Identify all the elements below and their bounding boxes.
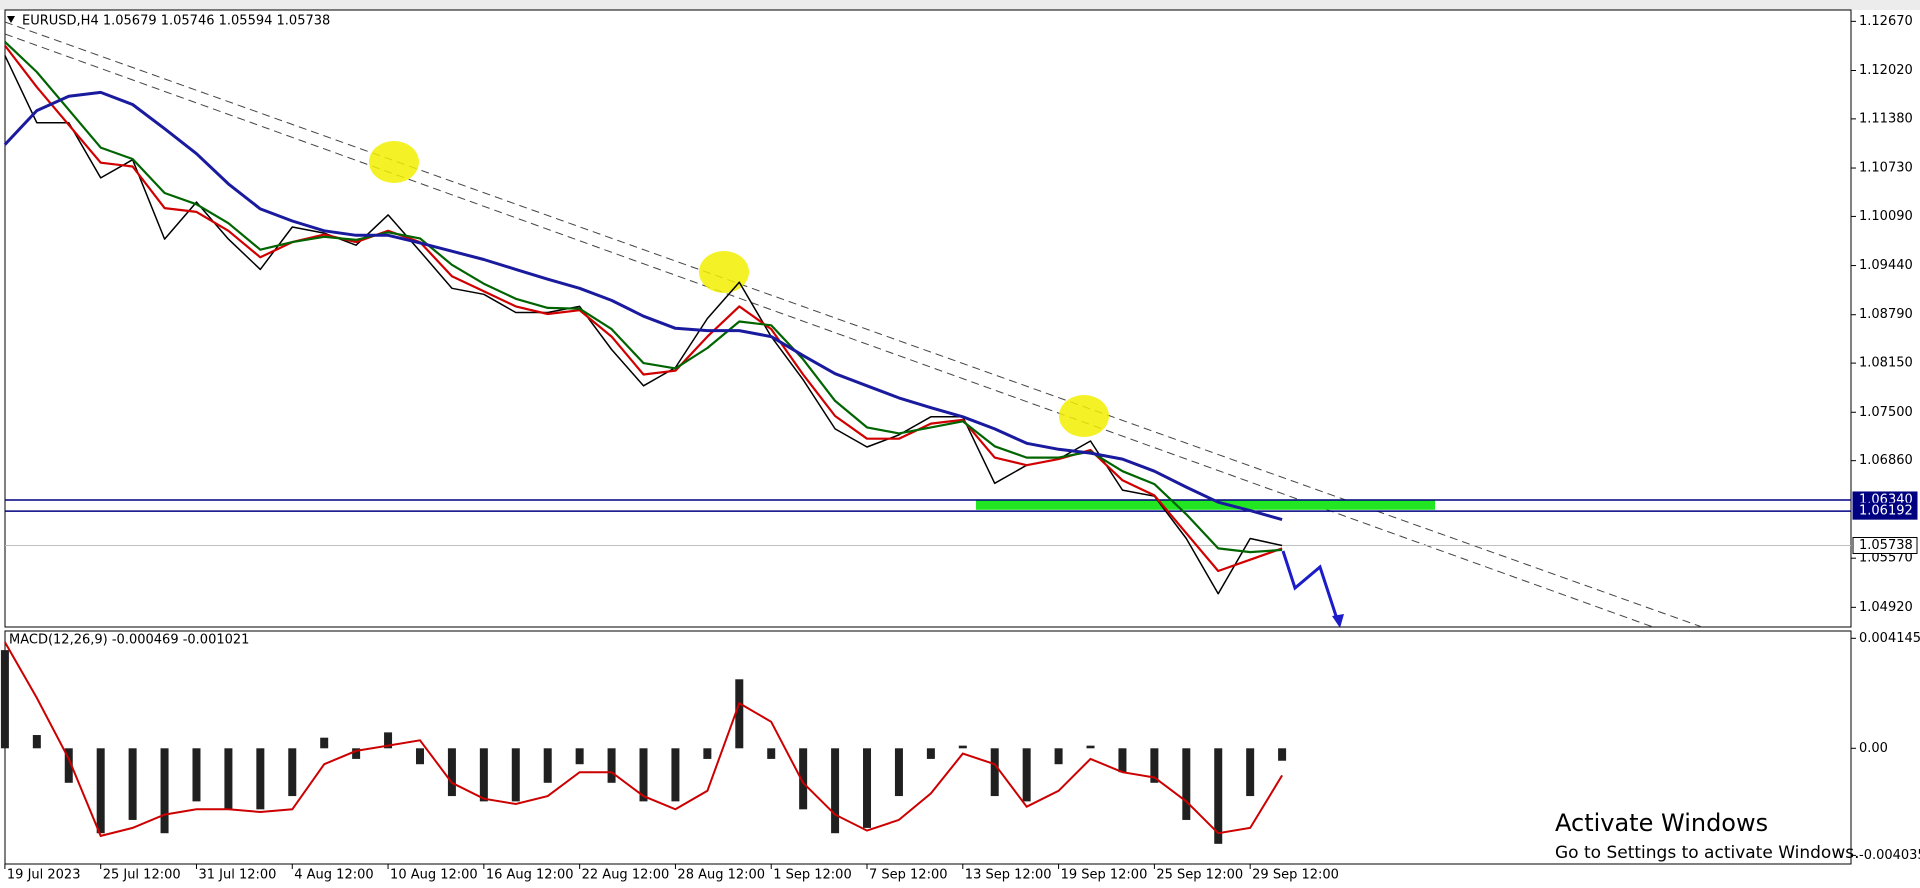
histogram-bar <box>224 748 233 810</box>
price-label-box <box>1852 536 1918 554</box>
histogram-bar <box>447 748 456 797</box>
histogram-bar <box>320 737 329 749</box>
histogram-bar <box>799 748 808 810</box>
histogram-bar <box>1182 748 1191 820</box>
y-tick-label: 1.04920 <box>1859 600 1913 615</box>
watermark-title: Activate Windows <box>1555 809 1768 837</box>
histogram-bar <box>639 748 648 802</box>
highlight <box>699 251 749 293</box>
x-tick-label: 1 Sep 12:00 <box>773 868 852 883</box>
y-tick-label: 1.12670 <box>1859 14 1913 29</box>
histogram-bar <box>96 748 105 834</box>
menu-arrow <box>7 16 15 23</box>
x-tick-label: 10 Aug 12:00 <box>390 868 478 883</box>
y-tick-label: 1.10090 <box>1859 209 1913 224</box>
histogram-bar <box>1054 748 1063 765</box>
trend-line <box>4 21 1703 628</box>
price-label-box <box>1852 502 1918 520</box>
histogram-bar <box>926 748 935 759</box>
y-tick-label: -0.004035 <box>1859 848 1920 863</box>
chart-title: EURUSD,H4 1.05679 1.05746 1.05594 1.0573… <box>22 14 330 29</box>
histogram-bar <box>256 748 265 810</box>
y-tick-label: 1.12020 <box>1859 63 1913 78</box>
histogram-bar <box>703 748 712 759</box>
macd-pane <box>4 630 1852 865</box>
macd-title: MACD(12,26,9) -0.000469 -0.001021 <box>9 633 249 648</box>
y-tick-label: 1.08790 <box>1859 307 1913 322</box>
histogram-bar <box>415 748 424 765</box>
forecast-arrowhead <box>1332 614 1344 628</box>
highlight <box>1059 395 1109 437</box>
histogram-bar <box>384 732 393 749</box>
histogram-bar <box>288 748 297 797</box>
y-tick-label: 1.05570 <box>1859 551 1913 566</box>
x-tick-label: 4 Aug 12:00 <box>294 868 373 883</box>
histogram-bar <box>990 748 999 797</box>
y-tick-label: 0.00 <box>1859 741 1888 756</box>
price-line <box>4 41 1283 554</box>
histogram-bar <box>1022 748 1031 802</box>
histogram-bar <box>958 745 967 749</box>
histogram-bar <box>1086 745 1095 749</box>
histogram-bar <box>831 748 840 834</box>
histogram-bar <box>575 748 584 765</box>
y-tick-label: 1.07500 <box>1859 405 1913 420</box>
y-tick-label: 1.08150 <box>1859 356 1913 371</box>
price-label: 1.06192 <box>1859 504 1913 519</box>
drawings <box>4 21 1703 628</box>
histogram-bar <box>735 679 744 749</box>
histogram-bar <box>160 748 169 834</box>
x-tick-label: 25 Jul 12:00 <box>103 868 181 883</box>
histogram-bar <box>1118 748 1127 773</box>
histogram-bar <box>1278 748 1287 761</box>
histogram-bar <box>607 748 616 783</box>
highlight <box>369 141 419 183</box>
histogram-bar <box>64 748 73 783</box>
histogram-bar <box>511 748 520 802</box>
y-tick-label: 1.11380 <box>1859 111 1913 126</box>
x-tick-label: 13 Sep 12:00 <box>965 868 1052 883</box>
y-tick-label: 1.06860 <box>1859 453 1913 468</box>
histogram-bar <box>671 748 680 802</box>
histogram-bar <box>352 748 361 759</box>
price-pane <box>4 9 1852 628</box>
x-tick-label: 19 Sep 12:00 <box>1061 868 1148 883</box>
y-tick-label: 1.10730 <box>1859 161 1913 176</box>
histogram-bar <box>543 748 552 783</box>
histogram-bar <box>32 735 41 749</box>
x-tick-label: 16 Aug 12:00 <box>486 868 574 883</box>
y-tick-label: 1.09440 <box>1859 258 1913 273</box>
watermark-text: Go to Settings to activate Windows. <box>1555 843 1860 863</box>
histogram-bar <box>0 650 9 749</box>
histogram-bar <box>1246 748 1255 797</box>
support-zone <box>976 499 1435 510</box>
x-tick-label: 19 Jul 2023 <box>7 868 81 883</box>
histogram-bar <box>1214 748 1223 844</box>
price-line <box>4 55 1283 595</box>
histogram-bar <box>894 748 903 797</box>
trend-line <box>4 33 1654 628</box>
histogram-bar <box>767 748 776 759</box>
histogram-bar <box>128 748 137 820</box>
x-tick-label: 29 Sep 12:00 <box>1252 868 1339 883</box>
signal-line <box>4 641 1283 838</box>
x-tick-label: 31 Jul 12:00 <box>198 868 276 883</box>
price-label: 1.05738 <box>1859 538 1913 553</box>
forecast-arrow <box>1281 550 1340 623</box>
histogram-bar <box>479 748 488 802</box>
x-tick-label: 25 Sep 12:00 <box>1156 868 1243 883</box>
x-tick-label: 7 Sep 12:00 <box>869 868 948 883</box>
histogram-bar <box>863 748 872 828</box>
tab-strip <box>0 0 1920 10</box>
x-tick-label: 28 Aug 12:00 <box>677 868 765 883</box>
x-tick-label: 22 Aug 12:00 <box>582 868 670 883</box>
y-tick-label: 0.004145 <box>1859 631 1920 646</box>
price-line <box>3 90 1283 522</box>
histogram-bar <box>192 748 201 802</box>
histogram-bar <box>1150 748 1159 783</box>
